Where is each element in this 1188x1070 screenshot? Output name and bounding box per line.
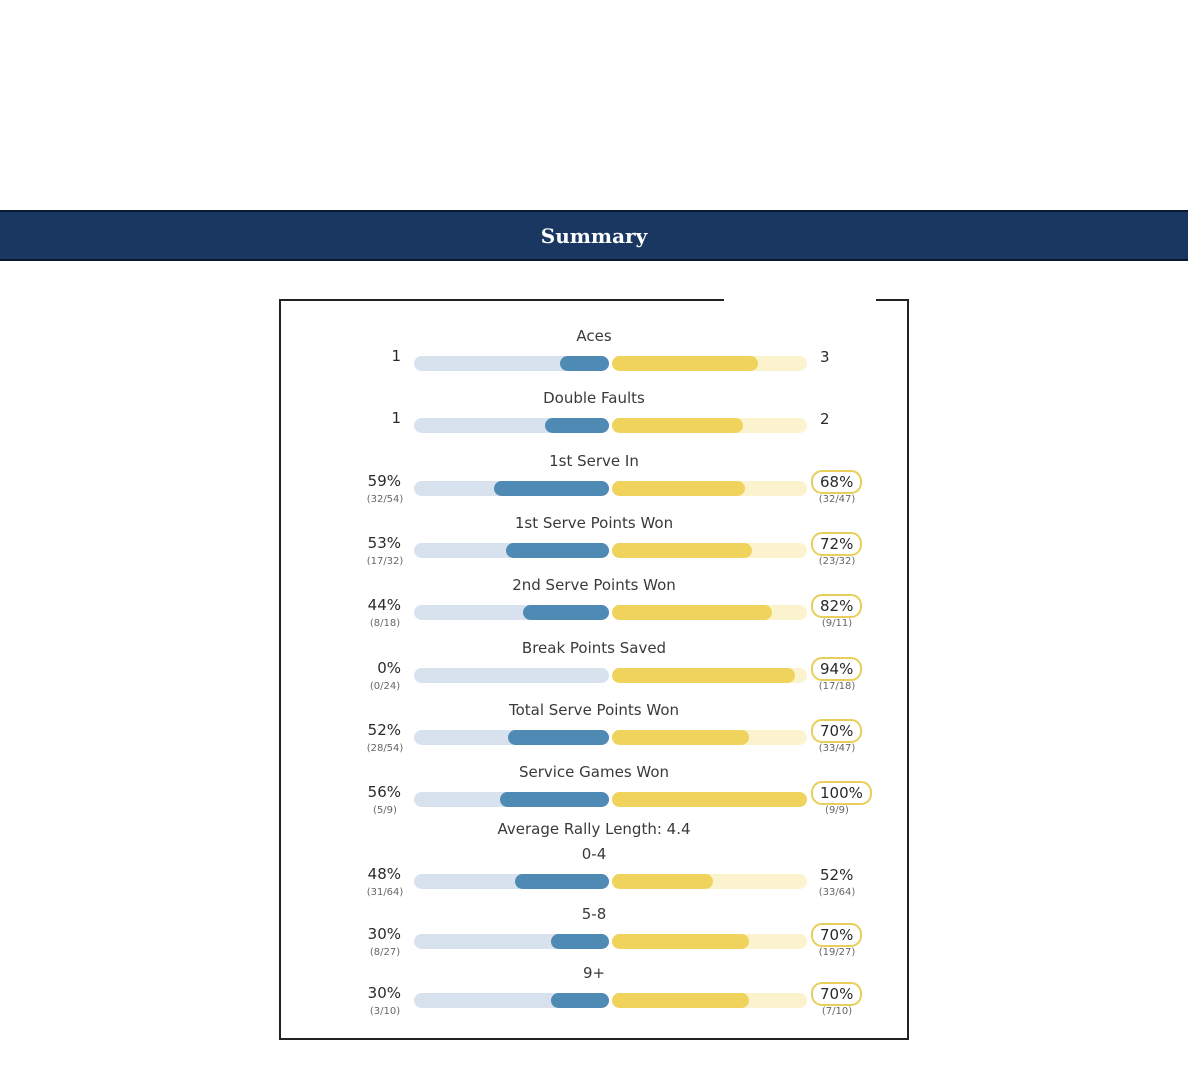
right-bar-fill (612, 792, 807, 808)
left-player-fraction: (8/27) (369, 946, 401, 958)
left-player-value: 1 (391, 409, 401, 428)
left-player-fraction: (32/54) (366, 493, 404, 505)
right-bar-track (612, 933, 807, 949)
right-player-value: 3 (820, 348, 830, 366)
right-player-value: 94% (811, 656, 863, 681)
left-player-value: 30% (367, 924, 401, 943)
left-player-value: 0% (377, 658, 401, 677)
right-player-fraction: (32/47) (818, 493, 856, 505)
left-bar-track (414, 874, 609, 889)
right-player-fraction: (19/27) (818, 946, 856, 958)
right-bar-fill (612, 605, 772, 621)
right-player-value: 72% (811, 531, 863, 556)
left-bar-fill (560, 356, 609, 371)
summary-title: Summary (540, 223, 648, 248)
left-bar-track (414, 792, 609, 808)
left-bar-track (414, 993, 609, 1008)
right-player-value: 70% (811, 718, 863, 743)
right-bar-fill (612, 418, 743, 434)
rally-label: 9+ (582, 964, 606, 982)
left-bar-fill (493, 480, 609, 496)
right-bar-track (612, 480, 807, 496)
right-bar-track (612, 874, 807, 889)
left-player-fraction: (0/24) (369, 680, 401, 692)
left-bar-track (414, 729, 609, 745)
left-player-fraction: (28/54) (366, 742, 404, 754)
stats-panel: Aces 1 3 Double Faults 1 2 1st Serve In 59% (32/… (279, 298, 909, 1040)
right-player-value: 68% (811, 469, 863, 494)
right-bar-fill (612, 667, 796, 683)
right-bar-fill (612, 933, 749, 949)
left-player-value: 30% (367, 984, 401, 1002)
left-bar-track (414, 605, 609, 621)
rally-label: 5-8 (581, 904, 607, 923)
panel-border-gap (724, 298, 876, 304)
right-player-fraction: (9/11) (821, 618, 853, 630)
left-bar-fill (550, 933, 609, 949)
rally-label: 0-4 (581, 845, 607, 863)
right-player-value: 70% (811, 922, 863, 947)
stat-label: Aces (576, 327, 612, 345)
left-bar-fill (515, 874, 609, 889)
left-bar-fill (544, 418, 609, 434)
left-player-value: 44% (367, 596, 401, 615)
left-bar-fill (523, 605, 609, 621)
right-player-fraction: (7/10) (821, 1006, 853, 1017)
right-bar-fill (612, 729, 749, 745)
right-bar-track (612, 667, 807, 683)
stat-label: Service Games Won (518, 763, 670, 782)
right-bar-fill (612, 874, 714, 889)
left-bar-fill (507, 729, 609, 745)
right-bar-fill (612, 993, 749, 1008)
right-bar-track (612, 993, 807, 1008)
left-player-fraction: (5/9) (373, 805, 397, 817)
left-player-value: 53% (367, 533, 401, 552)
stat-label: Total Serve Points Won (508, 700, 680, 719)
left-player-value: 1 (391, 347, 401, 365)
left-bar-track (414, 667, 609, 683)
right-player-value: 52% (820, 866, 854, 884)
right-bar-fill (612, 356, 759, 371)
left-bar-track (414, 480, 609, 496)
right-player-fraction: (23/32) (818, 555, 856, 567)
left-bar-fill (550, 993, 609, 1008)
right-bar-track (612, 792, 807, 808)
left-player-value: 56% (367, 783, 401, 802)
right-player-fraction: (33/47) (818, 742, 856, 754)
left-player-value: 59% (367, 471, 401, 490)
stat-label: Double Faults (543, 389, 645, 408)
left-player-value: 48% (367, 865, 401, 883)
stat-label: 1st Serve Points Won (514, 513, 674, 532)
left-player-fraction: (3/10) (369, 1006, 401, 1017)
right-bar-track (612, 418, 807, 434)
stat-label: 2nd Serve Points Won (512, 576, 676, 595)
right-player-value: 100% (811, 781, 872, 806)
right-bar-track (612, 605, 807, 621)
right-player-value: 70% (811, 982, 863, 1006)
right-player-value: 2 (820, 410, 830, 429)
left-bar-fill (505, 542, 609, 558)
left-player-fraction: (31/64) (366, 887, 404, 898)
left-bar-track (414, 933, 609, 949)
stat-label: 1st Serve In (549, 451, 639, 470)
right-player-fraction: (9/9) (825, 805, 849, 817)
right-player-fraction: (33/64) (818, 887, 856, 898)
left-bar-track (414, 542, 609, 558)
right-bar-fill (612, 542, 753, 558)
right-player-value: 82% (811, 594, 863, 619)
stat-label: Break Points Saved (521, 638, 667, 657)
left-player-fraction: (8/18) (369, 618, 401, 630)
right-bar-fill (612, 480, 745, 496)
left-bar-track (414, 418, 609, 434)
right-bar-track (612, 356, 807, 371)
rally-heading: Average Rally Length: 4.4 (497, 820, 691, 838)
right-bar-track (612, 542, 807, 558)
left-bar-fill (499, 792, 609, 808)
left-bar-track (414, 356, 609, 371)
left-player-fraction: (17/32) (366, 555, 404, 567)
right-bar-track (612, 729, 807, 745)
right-player-fraction: (17/18) (818, 680, 856, 692)
summary-header: Summary (0, 210, 1188, 261)
left-player-value: 52% (367, 720, 401, 739)
